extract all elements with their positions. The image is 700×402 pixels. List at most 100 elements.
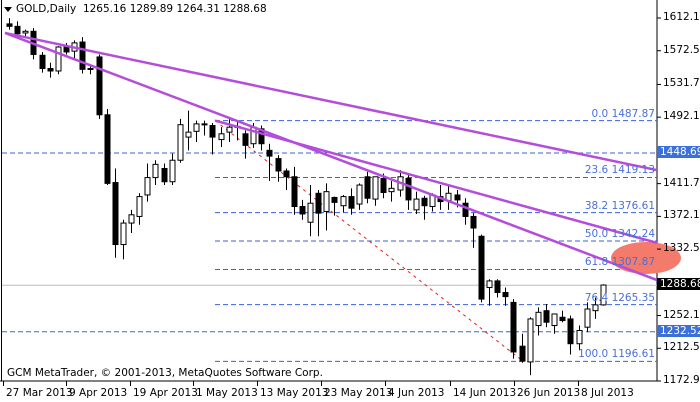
price-label: 1612.10 xyxy=(663,11,700,23)
bull-candle xyxy=(226,126,233,133)
bear-candle xyxy=(283,170,290,178)
chart-title: GOLD,Daily 1265.16 1289.89 1264.31 1288.… xyxy=(4,3,267,15)
bull-candle xyxy=(372,176,379,200)
fib-level-label: 38.2 1376.61 xyxy=(584,199,655,212)
fib-diagonal-line[interactable] xyxy=(214,120,525,363)
bull-candle xyxy=(600,284,607,306)
price-label: 1332.50 xyxy=(663,242,700,255)
bear-candle xyxy=(161,168,168,183)
price-label-highlight: 1288.68 xyxy=(657,278,700,291)
price-label: 1531.70 xyxy=(663,77,700,90)
bull-candle xyxy=(193,123,200,132)
time-label: 9 Apr 2013 xyxy=(69,387,128,399)
bull-candle xyxy=(152,163,159,179)
bull-candle xyxy=(323,191,330,212)
bear-candle xyxy=(209,125,216,138)
price-label-highlight: 1232.52 xyxy=(657,324,700,337)
fib-level-label: 76.4 1265.35 xyxy=(584,291,655,304)
bear-candle xyxy=(242,133,249,146)
bull-candle xyxy=(486,280,493,289)
fib-level-label: 0.0 1487.87 xyxy=(591,107,655,120)
trendline[interactable] xyxy=(4,31,658,282)
fib-level-label: 50.0 1342.24 xyxy=(584,228,655,241)
bear-candle xyxy=(348,196,355,209)
bear-candle xyxy=(39,54,46,69)
price-label: 1572.50 xyxy=(663,43,700,56)
price-label: 1212.50 xyxy=(663,341,700,354)
bull-candle xyxy=(340,196,347,207)
price-label: 1252.10 xyxy=(663,308,700,321)
bear-candle xyxy=(559,316,566,322)
bear-candle xyxy=(405,177,412,201)
bear-candle xyxy=(543,310,550,323)
bear-candle xyxy=(6,23,13,27)
bear-candle xyxy=(470,215,477,229)
bear-candle xyxy=(258,128,265,145)
bear-candle xyxy=(96,56,103,116)
fib-level-label: 23.6 1419.13 xyxy=(584,164,655,177)
bull-candle xyxy=(169,159,176,183)
bull-candle xyxy=(120,222,127,246)
bull-candle xyxy=(592,304,599,312)
price-label-highlight: 1448.69 xyxy=(657,146,700,159)
fib-level-label: 61.8 1307.87 xyxy=(584,256,655,269)
fib-level-label: 100.0 1196.61 xyxy=(578,348,655,361)
bear-candle xyxy=(510,301,517,353)
bear-candle xyxy=(421,197,428,207)
bear-candle xyxy=(266,149,273,157)
bear-candle xyxy=(462,202,469,217)
bull-candle xyxy=(218,133,225,141)
bull-candle xyxy=(136,196,143,217)
price-label: 1372.10 xyxy=(663,209,700,222)
price-label: 1492.10 xyxy=(663,110,700,123)
bear-candle xyxy=(112,182,119,246)
time-label: 13 May 2013 xyxy=(260,387,329,399)
bear-candle xyxy=(478,235,485,300)
bear-candle xyxy=(47,67,54,72)
highlight-ellipse[interactable] xyxy=(611,242,681,274)
bull-candle xyxy=(177,124,184,161)
bear-candle xyxy=(87,67,94,70)
bear-candle xyxy=(63,46,70,53)
bear-candle xyxy=(14,25,21,35)
trendline[interactable] xyxy=(214,119,658,245)
bull-candle xyxy=(307,202,314,223)
time-label: 4 Jun 2013 xyxy=(388,387,445,399)
bull-candle xyxy=(144,177,151,196)
price-label: 1172.90 xyxy=(663,374,700,386)
bull-candle xyxy=(185,131,192,138)
bear-candle xyxy=(79,41,86,70)
bear-candle xyxy=(275,158,282,172)
time-label: 23 May 2013 xyxy=(324,387,393,399)
dropdown-arrow-icon[interactable] xyxy=(4,6,12,12)
bull-candle xyxy=(576,330,583,345)
bear-candle xyxy=(380,177,387,193)
symbol-timeframe: GOLD,Daily xyxy=(16,3,77,15)
bear-candle xyxy=(502,291,509,298)
trendline[interactable] xyxy=(4,31,658,172)
bull-candle xyxy=(356,184,363,205)
bull-candle xyxy=(55,46,62,72)
time-label: 19 Apr 2013 xyxy=(133,387,198,399)
time-label: 27 Mar 2013 xyxy=(6,387,73,399)
copyright-text: GCM MetaTrader, © 2001-2013, MetaQuotes … xyxy=(7,367,323,379)
time-label: 1 May 2013 xyxy=(196,387,258,399)
bear-candle xyxy=(291,176,298,208)
bear-candle xyxy=(567,318,574,345)
bear-candle xyxy=(315,192,322,214)
bear-candle xyxy=(331,196,338,203)
bull-candle xyxy=(388,187,395,193)
bull-candle xyxy=(527,318,534,363)
bull-candle xyxy=(551,313,558,327)
time-label: 8 Jul 2013 xyxy=(581,387,634,399)
bull-candle xyxy=(201,123,208,126)
bear-candle xyxy=(519,345,526,362)
bear-candle xyxy=(299,206,306,215)
bull-candle xyxy=(535,311,542,327)
bull-candle xyxy=(128,214,135,224)
bear-candle xyxy=(104,114,111,184)
bull-candle xyxy=(22,30,29,34)
bear-candle xyxy=(364,176,371,199)
ohlc-values: 1265.16 1289.89 1264.31 1288.68 xyxy=(82,3,267,15)
